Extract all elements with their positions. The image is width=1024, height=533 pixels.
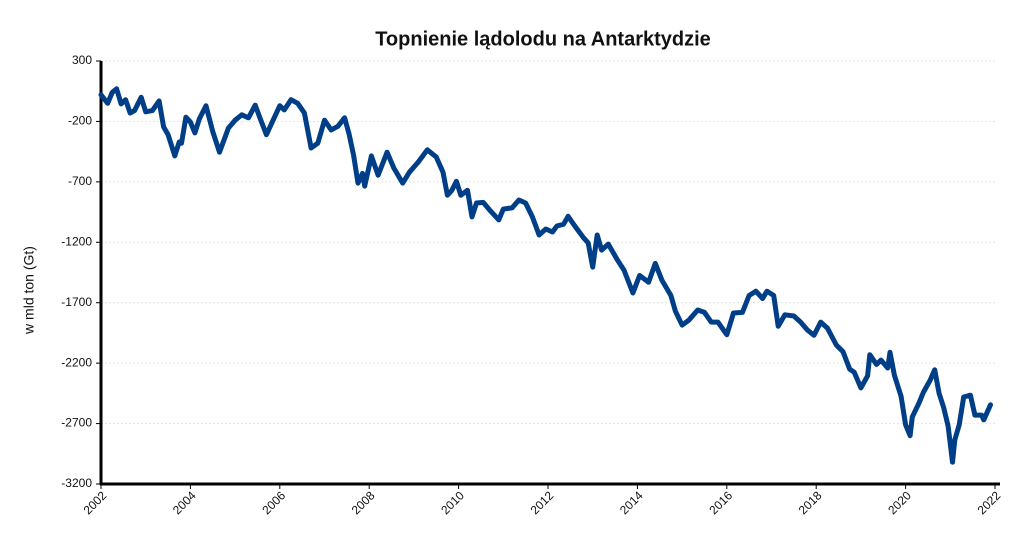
y-tick-label: -1700 xyxy=(61,295,92,309)
chart-title: Topnienie lądolodu na Antarktydzie xyxy=(375,28,711,50)
y-axis-label: w mld ton (Gt) xyxy=(21,246,37,335)
x-tick-label: 2004 xyxy=(170,488,199,517)
x-tick-label: 2014 xyxy=(617,488,646,517)
x-tick-label: 2020 xyxy=(885,488,914,517)
x-tick-label: 2012 xyxy=(528,488,557,517)
y-tick-label: -200 xyxy=(68,114,92,128)
line xyxy=(98,86,993,465)
y-tick-label: -2200 xyxy=(61,355,92,369)
x-tick-label: 2008 xyxy=(349,488,378,517)
x-tick-label: 2002 xyxy=(81,488,110,517)
x-tick-label: 2016 xyxy=(706,488,735,517)
x-tick-label: 2022 xyxy=(975,488,1004,517)
y-tick-label: -1200 xyxy=(61,234,92,248)
y-tick-label: -2700 xyxy=(61,416,92,430)
x-tick-label: 2018 xyxy=(796,488,825,517)
x-tick-label: 2010 xyxy=(438,488,467,517)
y-tick-label: 300 xyxy=(72,53,92,67)
y-tick-label: -700 xyxy=(68,174,92,188)
y-tick-label: -3200 xyxy=(61,476,92,490)
x-tick-label: 2006 xyxy=(259,488,288,517)
